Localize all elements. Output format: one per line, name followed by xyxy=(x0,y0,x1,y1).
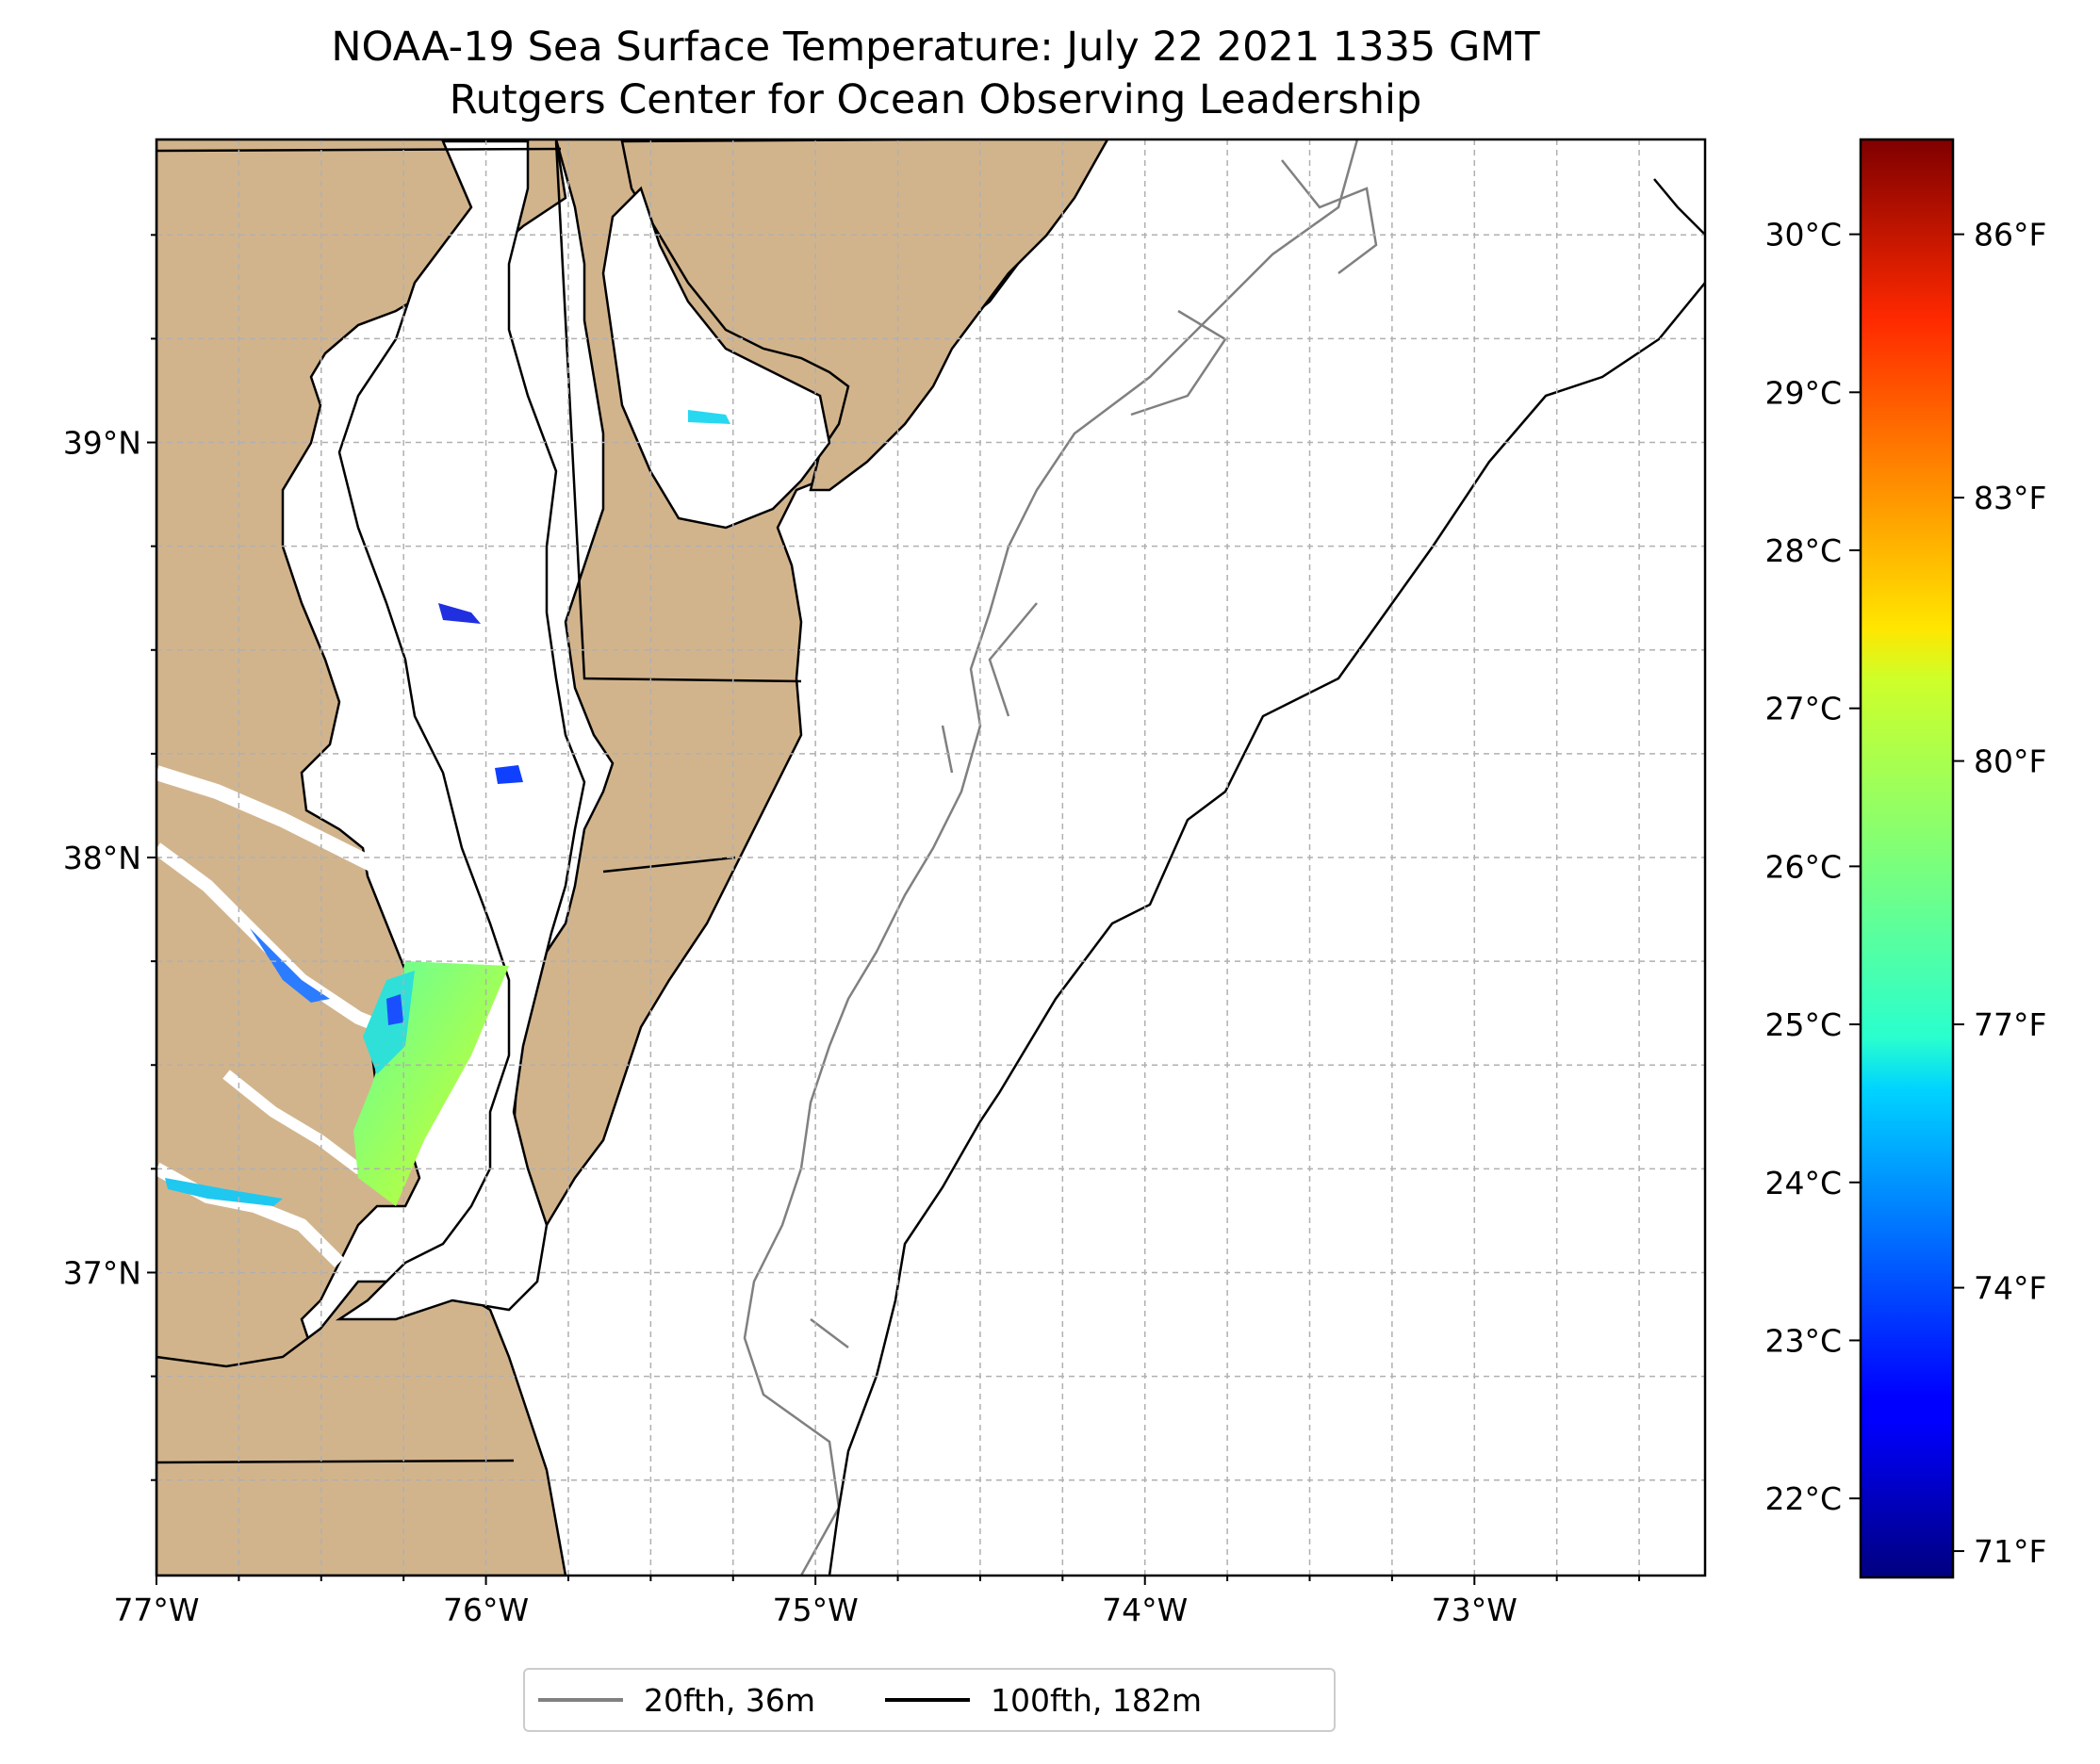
colorbar-fahrenheit-ticks: 71°F 74°F 77°F 80°F 83°F 86°F xyxy=(1953,217,2046,1570)
legend-item-100fth: 100fth, 182m xyxy=(872,1682,1202,1719)
x-tick-label: 75°W xyxy=(773,1592,859,1628)
legend-item-20fth: 20fth, 36m xyxy=(525,1682,815,1719)
fahrenheit-tick-label: 77°F xyxy=(1974,1006,2046,1043)
celsius-tick-label: 29°C xyxy=(1764,374,1842,411)
isobath-20fth xyxy=(743,139,1359,1576)
celsius-tick-label: 25°C xyxy=(1764,1006,1842,1043)
fahrenheit-tick-label: 86°F xyxy=(1974,217,2046,253)
fahrenheit-tick-label: 80°F xyxy=(1974,743,2046,780)
fahrenheit-tick-label: 83°F xyxy=(1974,480,2046,516)
x-tick-label: 74°W xyxy=(1102,1592,1188,1628)
isobath-100fth-canyon xyxy=(1653,178,1705,237)
state-boundary-md-va xyxy=(602,856,736,874)
celsius-tick-label: 30°C xyxy=(1764,217,1842,253)
y-tick-label: 37°N xyxy=(63,1254,141,1291)
legend: 20fth, 36m 100fth, 182m xyxy=(523,1668,1336,1732)
x-tick-label: 73°W xyxy=(1432,1592,1518,1628)
celsius-tick-label: 28°C xyxy=(1764,532,1842,569)
y-tick-label: 39°N xyxy=(63,425,141,462)
colorbar-celsius-ticks: 22°C 23°C 24°C 25°C 26°C 27°C 28°C 29°C 30°C xyxy=(1764,217,1861,1517)
celsius-tick-label: 26°C xyxy=(1764,848,1842,885)
chesapeake-bay-water xyxy=(335,139,586,1321)
colorbar-gradient xyxy=(1861,139,1953,1577)
celsius-tick-label: 24°C xyxy=(1764,1165,1842,1201)
potomac-river xyxy=(156,765,438,911)
isobath-20fth-islands xyxy=(810,159,1378,1348)
sst-patch-potomac xyxy=(250,928,330,1003)
legend-line-black xyxy=(885,1698,970,1702)
state-boundary-md-de xyxy=(554,140,802,683)
x-axis-ticks: 77°W 76°W 75°W 74°W 73°W xyxy=(113,1576,1641,1628)
sst-patch-james xyxy=(165,1178,283,1206)
gridlines xyxy=(156,139,1705,1576)
fahrenheit-tick-label: 74°F xyxy=(1974,1270,2046,1307)
map-layers xyxy=(156,139,1705,1576)
sst-patch-choptank xyxy=(438,603,481,624)
state-boundary-va-nc xyxy=(156,1459,515,1464)
sst-patch-delaware xyxy=(688,410,730,424)
chart-title: NOAA-19 Sea Surface Temperature: July 22… xyxy=(331,24,1540,71)
celsius-tick-label: 22°C xyxy=(1764,1480,1842,1517)
colorbar-frame xyxy=(1859,138,1955,1579)
y-tick-label: 38°N xyxy=(63,840,141,876)
state-boundary-md-pa xyxy=(156,147,562,153)
legend-line-gray xyxy=(538,1698,623,1702)
x-tick-label: 76°W xyxy=(443,1592,529,1628)
fahrenheit-tick-label: 71°F xyxy=(1974,1533,2046,1570)
sst-patch-tangier xyxy=(495,765,523,784)
celsius-tick-label: 27°C xyxy=(1764,691,1842,727)
y-axis-ticks: 39°N 38°N 37°N xyxy=(63,234,156,1481)
sst-patch-cold-pixels xyxy=(386,994,403,1025)
legend-label-20fth: 20fth, 36m xyxy=(644,1681,815,1719)
chart-subtitle: Rutgers Center for Ocean Observing Leade… xyxy=(449,76,1422,123)
isobath-100fth xyxy=(828,282,1705,1576)
x-tick-label: 77°W xyxy=(113,1592,199,1628)
legend-label-100fth: 100fth, 182m xyxy=(991,1681,1202,1719)
celsius-tick-label: 23°C xyxy=(1764,1322,1842,1359)
